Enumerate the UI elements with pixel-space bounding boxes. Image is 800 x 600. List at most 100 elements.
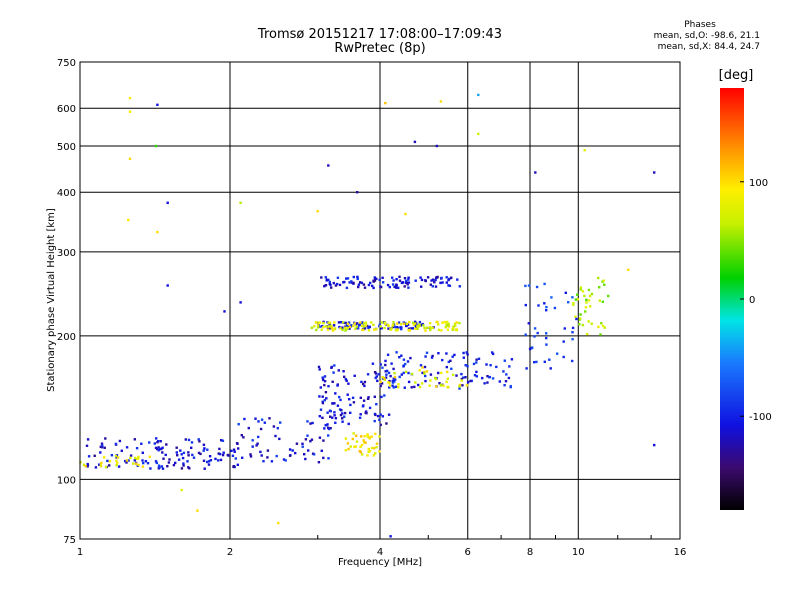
scatter-point [379, 384, 382, 388]
scatter-point [361, 328, 364, 331]
x-tick-label: 1 [77, 547, 83, 558]
scatter-point [260, 454, 263, 457]
scatter-point [214, 457, 217, 461]
scatter-point [486, 381, 489, 384]
scatter-point [344, 326, 347, 330]
scatter-point [356, 191, 359, 194]
scatter-point [181, 456, 185, 460]
scatter-point [489, 364, 492, 367]
scatter-point [553, 306, 557, 310]
scatter-point [436, 275, 439, 279]
scatter-point [155, 437, 158, 440]
scatter-point [386, 353, 390, 356]
scatter-point [550, 296, 553, 299]
scatter-point [485, 363, 488, 366]
scatter-point [367, 396, 370, 399]
scatter-point [362, 382, 365, 386]
scatter-point [125, 461, 128, 464]
scatter-point [100, 446, 104, 449]
scatter-point [291, 449, 294, 452]
scatter-point [327, 434, 330, 437]
scatter-point [348, 327, 351, 330]
scatter-point [141, 459, 144, 462]
scatter-point [352, 275, 355, 279]
scatter-point [324, 276, 327, 279]
scatter-point [393, 285, 396, 289]
scatter-point [332, 371, 335, 374]
scatter-point [396, 322, 399, 325]
scatter-point [418, 323, 421, 326]
scatter-point [454, 324, 457, 327]
scatter-point [373, 395, 376, 398]
scatter-point [385, 369, 389, 373]
scatter-point [392, 321, 395, 324]
scatter-point [405, 281, 409, 285]
scatter-point [260, 418, 264, 421]
scatter-point [266, 449, 270, 452]
scatter-point [202, 443, 206, 446]
scatter-point [335, 282, 339, 286]
scatter-point [333, 327, 337, 330]
scatter-point [86, 462, 89, 466]
scatter-point [316, 324, 320, 327]
scatter-point [324, 391, 328, 394]
scatter-point [373, 419, 376, 423]
scatter-point [431, 285, 434, 288]
scatter-point [366, 397, 370, 400]
scatter-point [352, 401, 356, 404]
scatter-point [247, 426, 250, 430]
scatter-point [431, 326, 434, 329]
scatter-point [116, 456, 120, 459]
x-axis-ticks: 1 2 4 6 8 10 16 [77, 547, 687, 558]
scatter-point [144, 460, 148, 463]
scatter-point [348, 325, 352, 329]
scatter-point [598, 299, 601, 302]
scatter-point [329, 427, 332, 430]
scatter-point [331, 402, 334, 405]
scatter-point [653, 443, 656, 447]
scatter-point [545, 309, 548, 312]
scatter-point [106, 459, 109, 463]
scatter-point [321, 376, 324, 379]
scatter-point [429, 327, 432, 330]
scatter-point [388, 384, 392, 387]
scatter-point [437, 323, 440, 326]
scatter-point [199, 452, 202, 456]
scatter-point [115, 459, 118, 462]
scatter-point [417, 325, 420, 328]
scatter-point [135, 462, 138, 465]
scatter-point [419, 276, 422, 279]
scatter-point [141, 465, 145, 468]
scatter-point [452, 325, 455, 328]
scatter-point [531, 346, 534, 349]
scatter-point [129, 454, 133, 457]
scatter-point [385, 373, 388, 376]
scatter-point [455, 321, 458, 324]
scatter-point [345, 379, 348, 382]
scatter-point [120, 449, 123, 452]
scatter-point [373, 277, 377, 280]
scatter-point [355, 434, 358, 437]
scatter-point [219, 458, 223, 462]
scatter-point [218, 447, 221, 451]
scatter-point [545, 332, 548, 335]
scatter-point [134, 456, 137, 460]
scatter-point [303, 453, 306, 456]
scatter-point [587, 320, 590, 323]
scatter-point [177, 458, 181, 461]
scatter-point [327, 164, 330, 167]
scatter-point [330, 326, 333, 329]
scatter-point [236, 463, 239, 466]
scatter-point [391, 379, 394, 383]
scatter-point [325, 397, 328, 400]
scatter-point [325, 278, 329, 281]
scatter-point [549, 367, 552, 370]
scatter-point [442, 384, 445, 387]
scatter-point [306, 434, 309, 437]
scatter-point [362, 399, 366, 402]
scatter-point [413, 385, 416, 389]
scatter-point [388, 285, 391, 289]
scatter-point [423, 372, 426, 375]
scatter-point [423, 370, 426, 374]
scatter-point [376, 379, 379, 383]
